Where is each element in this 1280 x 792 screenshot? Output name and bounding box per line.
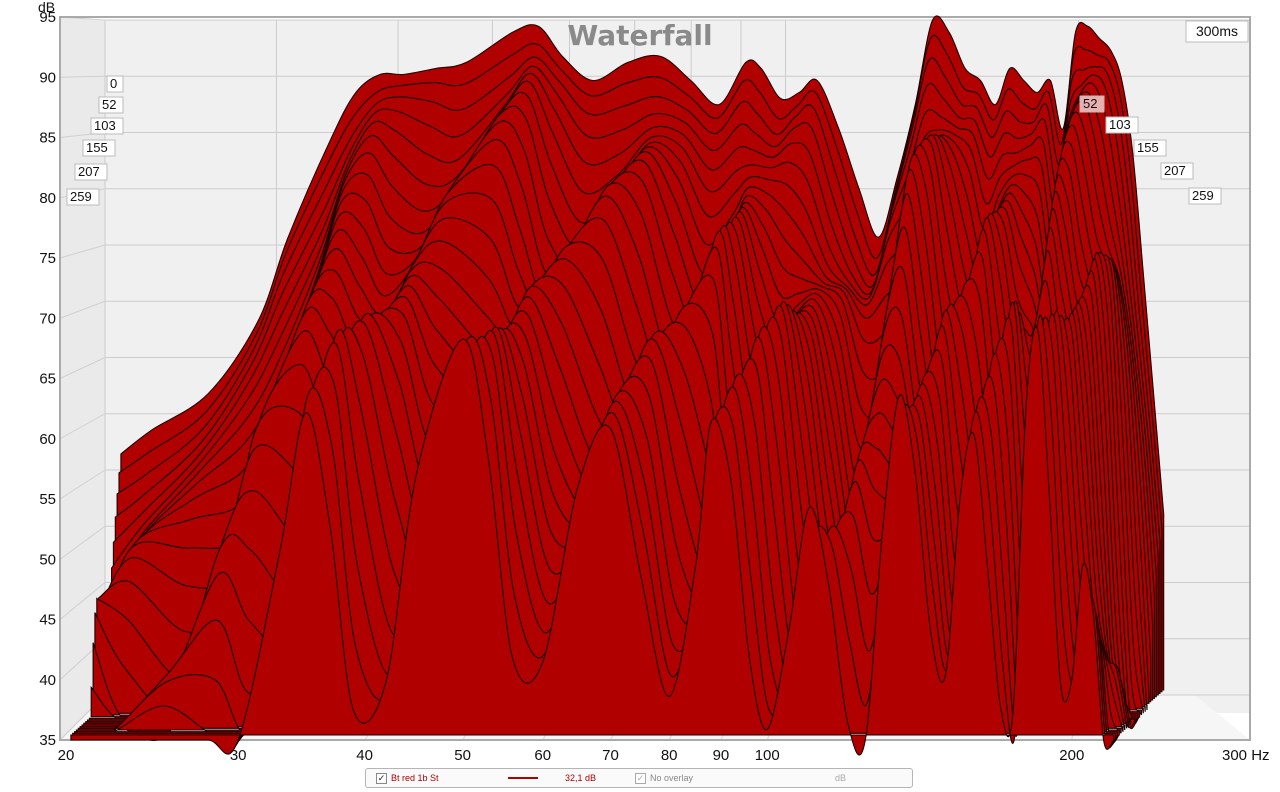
time-label: 52 <box>102 97 116 112</box>
y-tick-label: 40 <box>39 672 56 689</box>
legend-overlay-label: No overlay <box>650 773 694 783</box>
x-tick-label: 60 <box>534 747 551 764</box>
legend-item-overlay[interactable]: ✓ No overlay <box>635 772 835 784</box>
x-tick-label: 20 <box>58 747 75 764</box>
time-label: 155 <box>1137 140 1159 155</box>
x-tick-label: 70 <box>602 747 619 764</box>
plot-frame <box>59 16 1251 741</box>
time-label: 103 <box>1109 117 1131 132</box>
side-grid-line <box>59 525 106 560</box>
checkbox-icon[interactable]: ✓ <box>376 772 387 784</box>
time-label: 259 <box>1192 188 1214 203</box>
time-label-box <box>1160 162 1194 180</box>
legend-measurement-value: 32,1 dB <box>565 773 597 783</box>
time-range-box[interactable]: 300ms <box>1185 20 1249 43</box>
y-tick-label: 60 <box>39 431 56 448</box>
y-tick-label: 95 <box>39 9 56 26</box>
time-range-label: 300ms <box>1196 23 1238 39</box>
time-label-box <box>98 96 124 114</box>
x-axis-ticks: 20 30 40 50 60 70 80 90 100 200 300 Hz <box>58 747 1270 764</box>
time-label-box <box>1079 95 1105 113</box>
y-axis-label: dB <box>38 0 55 15</box>
legend-line-swatch <box>508 777 538 779</box>
side-grid-line <box>59 75 106 78</box>
y-tick-label: 55 <box>39 491 56 508</box>
side-grid-line <box>59 357 106 379</box>
side-grid-line <box>59 469 106 500</box>
y-tick-label: 45 <box>39 612 56 629</box>
time-label: 155 <box>86 140 108 155</box>
side-grid-line <box>59 413 106 440</box>
legend-item-measurement[interactable]: ✓ Bt red 1b St <box>376 772 506 784</box>
x-tick-label: 300 Hz <box>1222 747 1270 764</box>
time-label: 207 <box>1164 163 1186 178</box>
time-label-box <box>82 139 116 157</box>
time-label-box <box>1188 187 1222 205</box>
side-grid-line <box>59 300 106 319</box>
time-label: 52 <box>1083 96 1097 111</box>
chart-title: Waterfall <box>567 19 712 52</box>
y-tick-label: 85 <box>39 130 56 147</box>
time-label: 259 <box>70 189 92 204</box>
time-label-box <box>74 163 108 181</box>
time-label-box <box>1105 116 1139 134</box>
time-labels-left: 0 52 103 155 207 259 <box>66 75 124 206</box>
x-tick-label: 90 <box>713 747 730 764</box>
time-label: 0 <box>110 76 117 91</box>
time-labels-right: 52 103 155 207 259 <box>1079 95 1222 205</box>
x-tick-label: 30 <box>230 747 247 764</box>
x-tick-label: 200 <box>1059 747 1084 764</box>
y-tick-label: 50 <box>39 551 56 568</box>
time-label-box <box>90 117 124 135</box>
checkbox-icon[interactable]: ✓ <box>635 772 646 784</box>
side-grid-line <box>59 244 106 259</box>
x-tick-label: 100 <box>755 747 780 764</box>
x-tick-label: 80 <box>661 747 678 764</box>
y-tick-label: 80 <box>39 190 56 207</box>
x-tick-label: 50 <box>454 747 471 764</box>
legend-bar: ✓ Bt red 1b St 32,1 dB ✓ No overlay dB <box>365 768 913 788</box>
y-axis-ticks: 35 40 45 50 55 60 65 70 75 80 85 90 95 <box>39 9 56 749</box>
y-tick-label: 70 <box>39 310 56 327</box>
time-label-box <box>1133 139 1167 157</box>
legend-unit-label: dB <box>835 773 847 783</box>
legend-measurement-label: Bt red 1b St <box>391 773 439 783</box>
y-tick-label: 90 <box>39 69 56 86</box>
time-label-box <box>106 75 124 93</box>
waterfall-slices <box>70 15 1165 756</box>
side-grid-line <box>59 582 106 620</box>
y-tick-label: 75 <box>39 250 56 267</box>
time-label-box <box>66 188 100 206</box>
time-label: 207 <box>78 164 100 179</box>
x-tick-label: 40 <box>356 747 373 764</box>
y-tick-label: 65 <box>39 371 56 388</box>
waterfall-slice <box>70 326 1115 756</box>
y-tick-label: 35 <box>39 732 56 749</box>
time-label: 103 <box>94 118 116 133</box>
